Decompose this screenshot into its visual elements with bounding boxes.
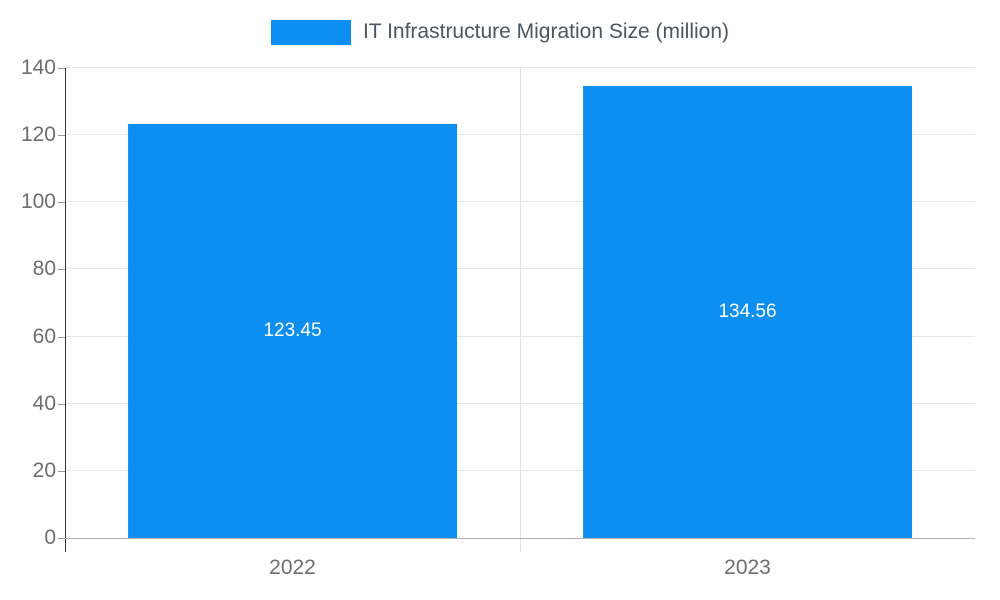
y-tick-mark: [58, 403, 65, 405]
y-tick-mark: [58, 68, 65, 69]
y-tick-label: 60: [32, 324, 56, 348]
category-separator-gridline: [520, 68, 521, 552]
y-tick-mark: [58, 269, 65, 271]
y-tick-label: 80: [32, 257, 56, 281]
bar-value-label: 123.45: [263, 319, 322, 341]
gridline: [65, 67, 975, 68]
category-slot: 134.56: [520, 68, 975, 538]
y-tick-mark: [58, 135, 65, 137]
y-tick-label: 120: [20, 123, 56, 147]
y-tick-mark: [58, 336, 65, 338]
y-tick-label: 20: [32, 458, 56, 482]
y-tick-label: 40: [32, 391, 56, 415]
chart-legend[interactable]: IT Infrastructure Migration Size (millio…: [0, 16, 1000, 48]
y-axis: 0 20 40 60 80 100 120 140: [0, 56, 56, 549]
legend-label: IT Infrastructure Migration Size (millio…: [362, 20, 730, 43]
x-tick-label-2023: 2023: [724, 556, 771, 579]
y-tick-mark: [58, 470, 65, 472]
y-tick-mark: [58, 202, 65, 204]
y-axis-line: [65, 68, 66, 552]
y-tick-label: 100: [20, 190, 56, 214]
bar-2022[interactable]: 123.45: [127, 123, 458, 538]
x-axis-line: [65, 538, 975, 539]
bar-2023[interactable]: 134.56: [582, 86, 913, 538]
x-axis: 2022 2023: [65, 556, 975, 586]
y-tick-label: 140: [20, 56, 56, 79]
category-slot: 123.45: [65, 68, 520, 538]
legend-swatch-icon: [270, 19, 351, 45]
plot-area: 123.45 134.56: [65, 67, 975, 552]
bar-value-label: 134.56: [718, 301, 777, 323]
y-tick-mark: [58, 538, 65, 539]
y-tick-label: 0: [44, 526, 56, 549]
x-tick-label-2022: 2022: [269, 556, 316, 579]
